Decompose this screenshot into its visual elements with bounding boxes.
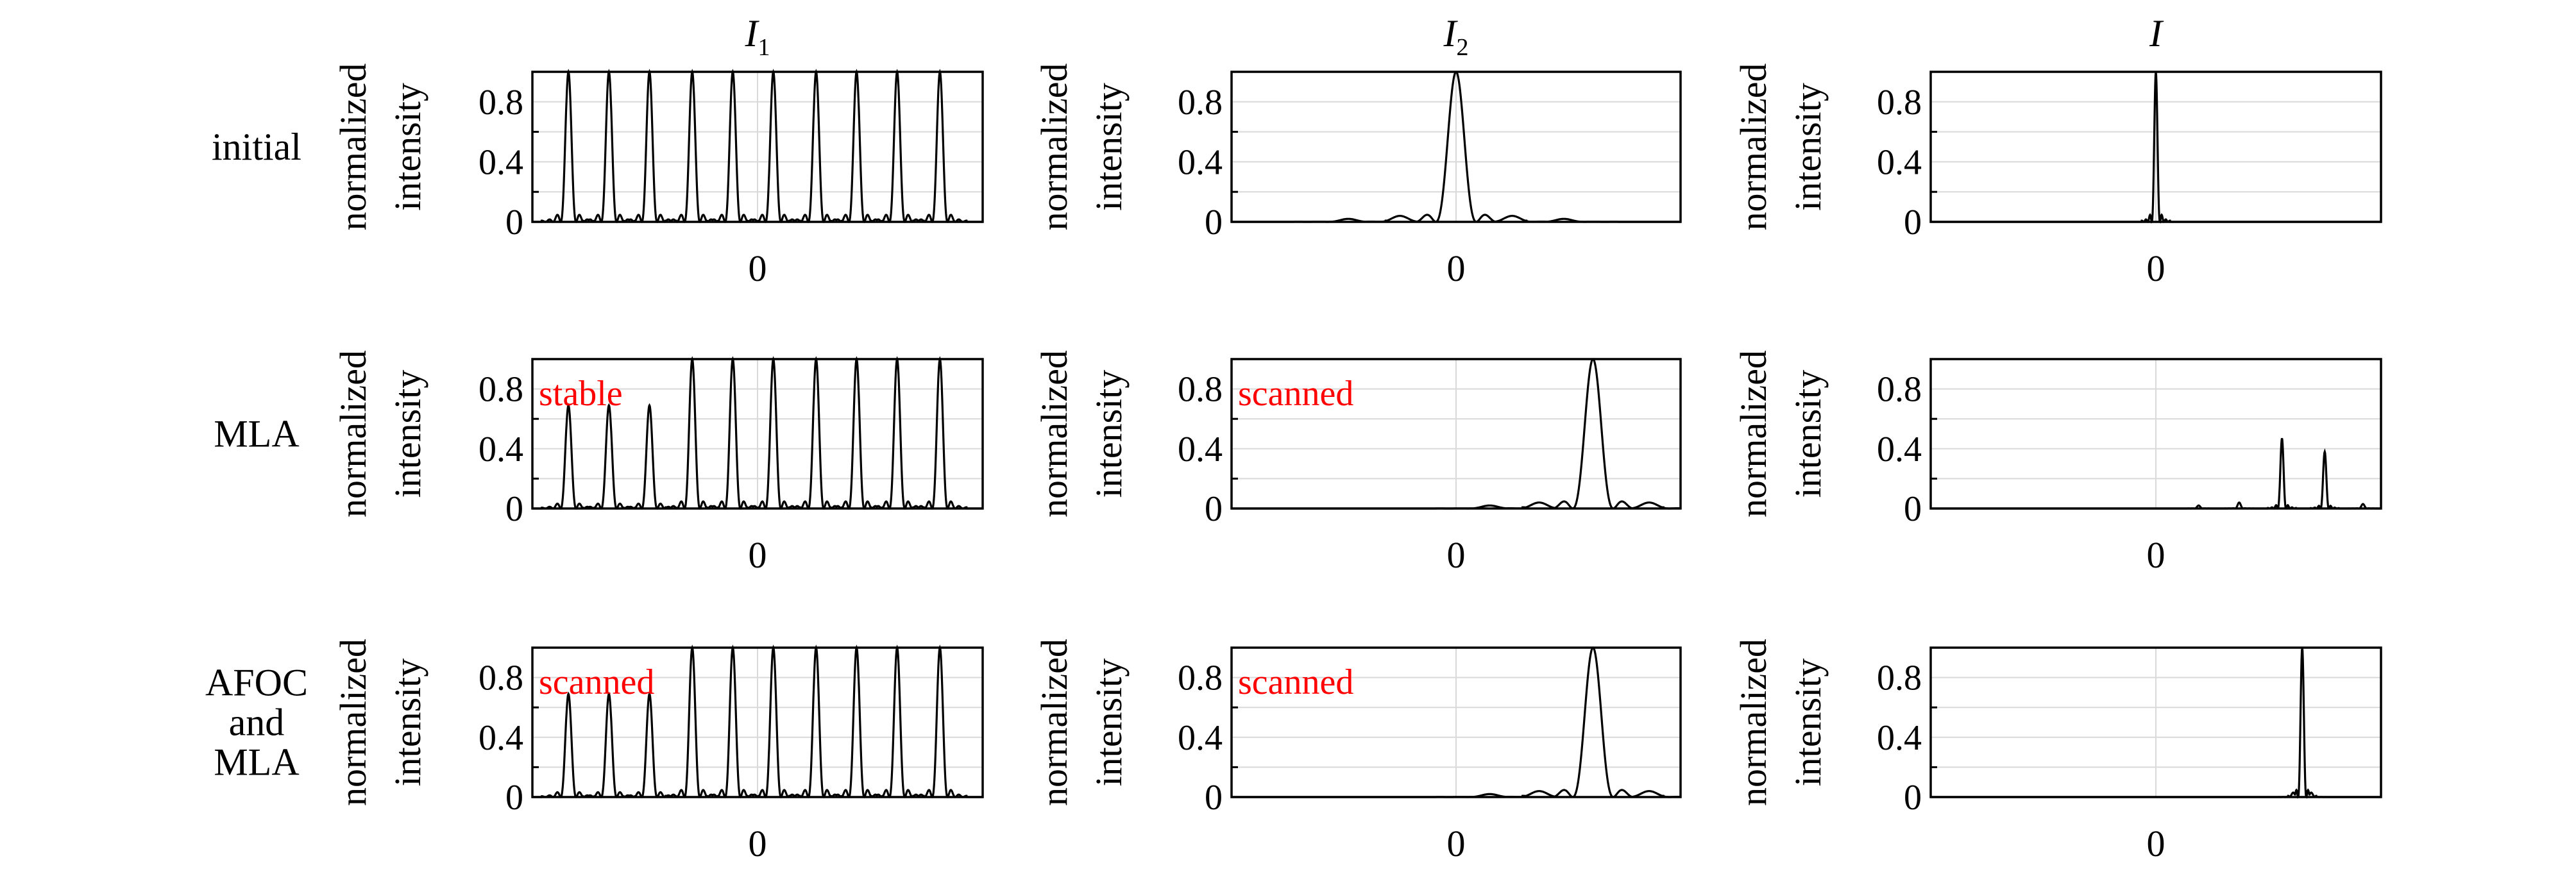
subplot-initial-i: 0 0.4 0.8 0 normalized intensity [1733,63,2382,289]
y-tick-label: 0.4 [1178,718,1223,758]
y-axis-label: normalized [1033,639,1075,806]
y-tick-label: 0.4 [479,718,523,758]
y-tick-label: 0 [505,778,523,818]
y-axis-label: normalized [332,639,374,806]
y-tick-label: 0.8 [1877,659,1922,698]
y-axis-label: intensity [387,370,428,498]
y-tick-label: 0.4 [479,142,523,182]
y-tick-label: 0 [1904,489,1922,529]
y-axis-label: normalized [1033,63,1075,231]
y-axis-label: intensity [1787,83,1829,211]
x-tick-label: 0 [749,534,767,576]
column-title-symbol: I [2149,12,2164,55]
column-title-1: I1 [745,12,770,61]
y-axis-label: intensity [1088,659,1130,787]
subplot-initial-i2: 0 0.4 0.8 0 normalized intensity [1033,63,1682,289]
x-tick-label: 0 [2147,534,2165,576]
column-title-symbol: I [1443,12,1459,55]
y-axis-label: intensity [1088,370,1130,498]
y-tick-label: 0.8 [479,370,523,410]
y-tick-label: 0 [1904,778,1922,818]
y-tick-label: 0.8 [1877,83,1922,122]
y-axis-label: normalized [1733,639,1774,806]
y-axis-label: intensity [1088,83,1130,211]
y-tick-label: 0.4 [1877,142,1922,182]
row-label: AFOC [205,662,308,704]
y-axis-label: normalized [1733,350,1774,517]
plot-frame [531,71,984,223]
row-label: MLA [214,413,299,455]
subplot-mla-i2: 0 0.4 0.8 0 normalized intensity scanned [1033,350,1682,576]
y-tick-label: 0.4 [1877,718,1922,758]
subplot-afoc-and-mla-i1: 0 0.4 0.8 0 normalized intensity scanned [332,639,984,864]
plot-frame [1230,646,1682,798]
y-axis-label: normalized [1733,63,1774,231]
y-tick-label: 0 [1205,203,1223,242]
y-tick-label: 0.8 [1178,83,1223,122]
annotation-label: scanned [1238,374,1353,414]
y-tick-label: 0 [1904,203,1922,242]
y-tick-label: 0.8 [1178,659,1223,698]
y-tick-label: 0.8 [479,659,523,698]
x-tick-label: 0 [2147,823,2165,864]
subplot-mla-i1: 0 0.4 0.8 0 normalized intensity stable [332,350,984,576]
subplot-mla-i: 0 0.4 0.8 0 normalized intensity [1733,350,2382,576]
column-title-subscript: 2 [1456,34,1468,61]
subplot-afoc-and-mla-i: 0 0.4 0.8 0 normalized intensity [1733,639,2382,864]
y-tick-label: 0.8 [1877,370,1922,410]
plot-frame [1929,646,2382,798]
column-title-subscript: 1 [758,34,770,61]
column-title-2: I2 [1443,12,1469,61]
x-tick-label: 0 [1447,248,1466,289]
y-tick-label: 0.4 [1178,142,1223,182]
row-label: MLA [214,741,299,784]
y-axis-label: intensity [1787,659,1829,787]
column-title-3: I [2149,12,2164,55]
subplot-afoc-and-mla-i2: 0 0.4 0.8 0 normalized intensity scanned [1033,639,1682,864]
column-title-symbol: I [745,12,760,55]
plot-frame [1230,71,1682,223]
y-axis-label: normalized [332,350,374,517]
plot-frame [1230,358,1682,510]
y-tick-label: 0 [1205,489,1223,529]
y-axis-label: normalized [1033,350,1075,517]
plot-frame [1929,71,2382,223]
y-tick-label: 0 [505,489,523,529]
y-tick-label: 0.4 [479,430,523,469]
y-tick-label: 0.4 [1178,430,1223,469]
plot-frame [531,646,984,798]
x-tick-label: 0 [749,823,767,864]
y-tick-label: 0 [505,203,523,242]
row-label: initial [212,126,301,168]
y-tick-label: 0.4 [1877,430,1922,469]
subplot-initial-i1: 0 0.4 0.8 0 normalized intensity [332,63,984,289]
annotation-label: scanned [539,662,654,702]
y-tick-label: 0.8 [479,83,523,122]
y-tick-label: 0 [1205,778,1223,818]
y-axis-label: intensity [1787,370,1829,498]
y-tick-label: 0.8 [1178,370,1223,410]
x-tick-label: 0 [2147,248,2165,289]
x-tick-label: 0 [749,248,767,289]
y-axis-label: intensity [387,659,428,787]
x-tick-label: 0 [1447,534,1466,576]
annotation-label: scanned [1238,662,1353,702]
x-tick-label: 0 [1447,823,1466,864]
plot-frame [531,358,984,510]
plot-frame [1929,358,2382,510]
y-axis-label: normalized [332,63,374,231]
y-axis-label: intensity [387,83,428,211]
annotation-label: stable [539,374,623,414]
row-label: and [229,702,285,744]
